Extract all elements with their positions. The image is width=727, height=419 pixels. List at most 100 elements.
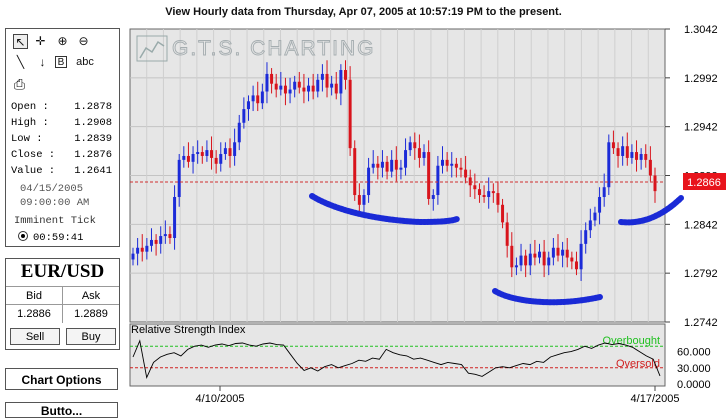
candle-down (501, 204, 505, 223)
rsi-plot-area[interactable] (129, 323, 666, 387)
candle-up (191, 154, 195, 162)
candle-up (441, 159, 445, 166)
overbought-label: Overbought (603, 335, 660, 347)
price-chart[interactable]: G.T.S. CHARTING 1.30421.29921.29421.2892… (0, 0, 727, 410)
candle-down (533, 253, 537, 258)
candle-up (251, 95, 255, 102)
rsi-panel: Relative Strength Index Overbought Oversol… (130, 324, 711, 391)
candle-up (436, 165, 440, 196)
candle-down (343, 70, 347, 80)
candle-up (320, 73, 324, 80)
support-curve-1 (309, 193, 460, 226)
bid-label: Bid (26, 290, 42, 302)
y-tick-label: 1.2792 (684, 268, 718, 280)
candle-down (653, 175, 657, 192)
rsi-line (132, 339, 661, 379)
candle-up (630, 152, 634, 158)
chart-options-button[interactable]: Chart Options (5, 368, 118, 390)
candle-up (163, 234, 167, 237)
imminent-tick-row: 00:59:41 (18, 231, 83, 244)
candle-down (385, 161, 389, 172)
zoom-in-icon[interactable]: ⊕ (57, 34, 68, 48)
candle-down (556, 247, 560, 256)
candle-up (579, 243, 583, 270)
divider (6, 304, 119, 305)
y-tick-label: 1.2842 (684, 219, 718, 231)
stat-high: High :1.2908 (11, 117, 112, 129)
candle-down (228, 148, 232, 156)
ask-label: Ask (81, 290, 101, 302)
candle-up (330, 83, 334, 88)
support-curve-3 (618, 195, 684, 226)
candle-down (200, 152, 204, 156)
candle-up (242, 109, 246, 123)
pointer-arrow-icon[interactable]: ↖ (13, 34, 28, 49)
candle-up (307, 85, 311, 92)
candle-down (348, 79, 352, 149)
zoom-out-icon[interactable]: ⊖ (78, 34, 89, 48)
candle-down (214, 157, 218, 164)
text-box-icon[interactable]: B (55, 56, 67, 68)
candle-down (648, 159, 652, 176)
radio-icon[interactable] (18, 231, 28, 241)
stat-low: Low :1.2839 (11, 133, 112, 145)
candle-down (464, 169, 468, 178)
candle-up (145, 245, 149, 252)
candle-up (607, 142, 611, 188)
candle-down (496, 193, 500, 205)
candle-up (173, 196, 177, 239)
candle-down (427, 152, 431, 199)
candle-up (279, 85, 283, 90)
candle-down (454, 163, 458, 168)
candle-up (538, 251, 542, 258)
candle-down (565, 249, 569, 258)
rsi-tick-label: 0.0000 (677, 379, 711, 391)
candle-up (621, 146, 625, 156)
draw-line-icon[interactable]: ╲ (16, 55, 25, 69)
stat-open: Open :1.2878 (11, 101, 112, 113)
candle-up (514, 265, 518, 268)
candle-up (598, 196, 602, 213)
candle-down (311, 85, 315, 92)
cursor-time: 09:00:00 AM (20, 197, 90, 209)
text-tool-abc[interactable]: abc (76, 56, 94, 68)
candle-up (159, 236, 163, 244)
ohlc-stats: Open :1.2878 High :1.2908 Low :1.2839 Cl… (9, 99, 115, 179)
buy-button[interactable]: Buy (66, 328, 116, 345)
candle-down (256, 95, 260, 104)
hand-drawn-annotations (309, 193, 684, 306)
print-icon[interactable]: ⎙ (13, 76, 26, 92)
candle-up (131, 253, 135, 260)
candle-up (380, 161, 384, 168)
candle-up (196, 152, 200, 155)
y-tick-label: 1.2742 (684, 317, 718, 329)
candle-down (357, 195, 361, 205)
stat-close: Close :1.2876 (11, 149, 112, 161)
crosshair-icon[interactable]: ✛ (35, 34, 46, 48)
arrow-down-icon[interactable]: ↓ (39, 55, 46, 69)
candle-down (334, 83, 338, 94)
candle-up (223, 148, 227, 155)
candle-down (445, 159, 449, 166)
y-tick-label: 1.3042 (684, 24, 718, 36)
quote-panel: EUR/USD Bid Ask 1.2886 1.2889 Sell Buy (5, 258, 120, 350)
candle-down (542, 251, 546, 266)
y-tick-label: 1.2942 (684, 122, 718, 134)
candle-down (140, 247, 144, 252)
candle-up (561, 249, 565, 256)
last-price-value: 1.2866 (687, 177, 721, 189)
candle-down (376, 163, 380, 168)
support-curve-2 (492, 288, 603, 306)
divider (62, 287, 63, 323)
candle-down (491, 191, 495, 194)
candle-down (302, 87, 306, 92)
candle-down (524, 255, 528, 266)
candle-up (339, 70, 343, 94)
candle-down (154, 239, 158, 244)
sell-button[interactable]: Sell (10, 328, 60, 345)
candle-up (371, 163, 375, 168)
candle-up (487, 191, 491, 197)
candles (131, 60, 657, 281)
candle-up (593, 212, 597, 221)
candle-up (219, 154, 223, 164)
